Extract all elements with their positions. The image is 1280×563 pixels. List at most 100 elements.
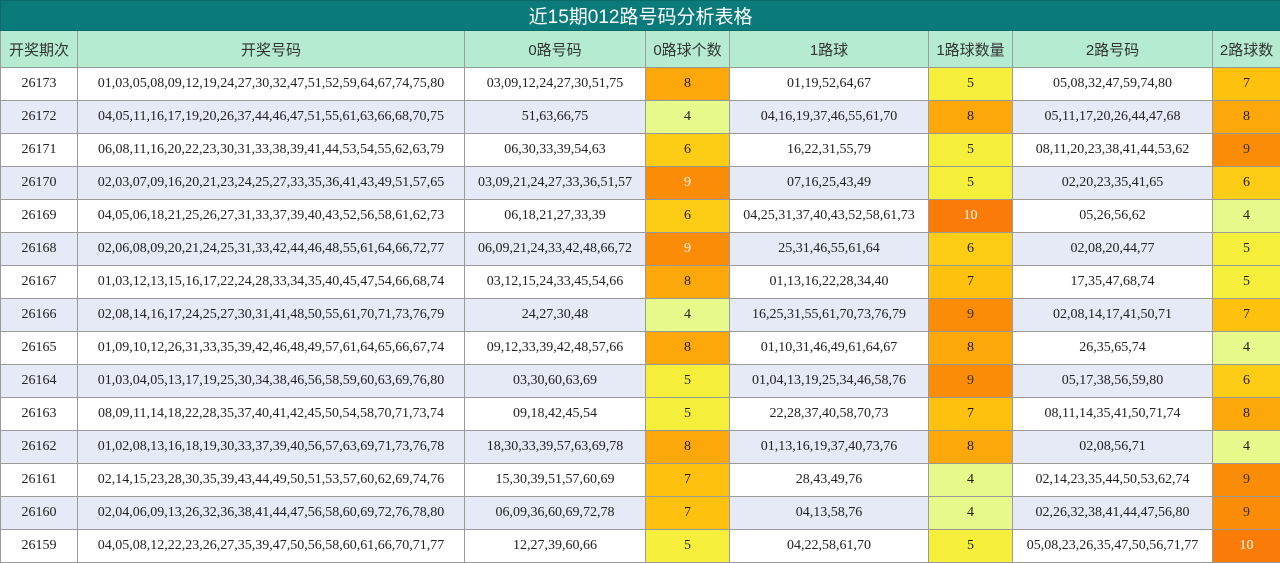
route1-count-cell: 4 — [929, 497, 1013, 530]
route2-count-cell: 5 — [1213, 266, 1280, 299]
period-cell: 26163 — [1, 398, 78, 431]
route2-numbers-cell: 02,20,23,35,41,65 — [1013, 167, 1213, 200]
route2-numbers-cell: 05,08,32,47,59,74,80 — [1013, 68, 1213, 101]
numbers-cell: 04,05,11,16,17,19,20,26,37,44,46,47,51,5… — [78, 101, 465, 134]
route1-count-cell: 7 — [929, 398, 1013, 431]
route2-numbers-cell: 08,11,14,35,41,50,71,74 — [1013, 398, 1213, 431]
route1-count-cell: 8 — [929, 101, 1013, 134]
numbers-cell: 02,06,08,09,20,21,24,25,31,33,42,44,46,4… — [78, 233, 465, 266]
col-header-numbers: 开奖号码 — [78, 31, 465, 68]
route1-numbers-cell: 28,43,49,76 — [730, 464, 929, 497]
route0-count-cell: 5 — [646, 530, 730, 563]
route1-numbers-cell: 01,04,13,19,25,34,46,58,76 — [730, 365, 929, 398]
route2-count-cell: 9 — [1213, 134, 1280, 167]
route0-count-cell: 6 — [646, 134, 730, 167]
numbers-cell: 06,08,11,16,20,22,23,30,31,33,38,39,41,4… — [78, 134, 465, 167]
table-title: 近15期012路号码分析表格 — [1, 1, 1280, 31]
route0-count-cell: 4 — [646, 299, 730, 332]
route0-numbers-cell: 15,30,39,51,57,60,69 — [465, 464, 646, 497]
route1-numbers-cell: 22,28,37,40,58,70,73 — [730, 398, 929, 431]
route0-numbers-cell: 06,30,33,39,54,63 — [465, 134, 646, 167]
period-cell: 26167 — [1, 266, 78, 299]
period-cell: 26159 — [1, 530, 78, 563]
numbers-cell: 04,05,08,12,22,23,26,27,35,39,47,50,56,5… — [78, 530, 465, 563]
route1-count-cell: 9 — [929, 299, 1013, 332]
route2-numbers-cell: 02,08,14,17,41,50,71 — [1013, 299, 1213, 332]
period-cell: 26168 — [1, 233, 78, 266]
route0-numbers-cell: 03,12,15,24,33,45,54,66 — [465, 266, 646, 299]
route1-count-cell: 6 — [929, 233, 1013, 266]
route0-count-cell: 5 — [646, 398, 730, 431]
route2-count-cell: 7 — [1213, 68, 1280, 101]
numbers-cell: 01,03,12,13,15,16,17,22,24,28,33,34,35,4… — [78, 266, 465, 299]
route0-count-cell: 6 — [646, 200, 730, 233]
route0-numbers-cell: 06,18,21,27,33,39 — [465, 200, 646, 233]
route2-count-cell: 8 — [1213, 101, 1280, 134]
route0-numbers-cell: 03,09,21,24,27,33,36,51,57 — [465, 167, 646, 200]
period-cell: 26173 — [1, 68, 78, 101]
route1-numbers-cell: 01,13,16,22,28,34,40 — [730, 266, 929, 299]
period-cell: 26171 — [1, 134, 78, 167]
route0-count-cell: 8 — [646, 431, 730, 464]
col-header-period: 开奖期次 — [1, 31, 78, 68]
route1-numbers-cell: 01,13,16,19,37,40,73,76 — [730, 431, 929, 464]
route2-count-cell: 6 — [1213, 365, 1280, 398]
col-header-route2-numbers: 2路号码 — [1013, 31, 1213, 68]
route0-numbers-cell: 06,09,21,24,33,42,48,66,72 — [465, 233, 646, 266]
route0-count-cell: 9 — [646, 233, 730, 266]
route0-count-cell: 8 — [646, 332, 730, 365]
route1-numbers-cell: 04,22,58,61,70 — [730, 530, 929, 563]
route2-count-cell: 4 — [1213, 200, 1280, 233]
route2-count-cell: 8 — [1213, 398, 1280, 431]
route2-numbers-cell: 05,08,23,26,35,47,50,56,71,77 — [1013, 530, 1213, 563]
route0-count-cell: 9 — [646, 167, 730, 200]
route2-numbers-cell: 02,08,20,44,77 — [1013, 233, 1213, 266]
route0-numbers-cell: 03,30,60,63,69 — [465, 365, 646, 398]
route1-numbers-cell: 07,16,25,43,49 — [730, 167, 929, 200]
period-cell: 26160 — [1, 497, 78, 530]
route2-numbers-cell: 08,11,20,23,38,41,44,53,62 — [1013, 134, 1213, 167]
route2-count-cell: 9 — [1213, 464, 1280, 497]
route2-count-cell: 9 — [1213, 497, 1280, 530]
route2-count-cell: 4 — [1213, 332, 1280, 365]
numbers-cell: 08,09,11,14,18,22,28,35,37,40,41,42,45,5… — [78, 398, 465, 431]
route2-count-cell: 5 — [1213, 233, 1280, 266]
route2-count-cell: 10 — [1213, 530, 1280, 563]
numbers-cell: 02,04,06,09,13,26,32,36,38,41,44,47,56,5… — [78, 497, 465, 530]
route0-numbers-cell: 09,12,33,39,42,48,57,66 — [465, 332, 646, 365]
numbers-cell: 02,08,14,16,17,24,25,27,30,31,41,48,50,5… — [78, 299, 465, 332]
period-cell: 26172 — [1, 101, 78, 134]
route0-count-cell: 7 — [646, 464, 730, 497]
route1-count-cell: 5 — [929, 68, 1013, 101]
route1-count-cell: 4 — [929, 464, 1013, 497]
route0-count-cell: 7 — [646, 497, 730, 530]
period-cell: 26166 — [1, 299, 78, 332]
route2-numbers-cell: 02,08,56,71 — [1013, 431, 1213, 464]
route1-numbers-cell: 04,16,19,37,46,55,61,70 — [730, 101, 929, 134]
route1-count-cell: 9 — [929, 365, 1013, 398]
period-cell: 26161 — [1, 464, 78, 497]
route2-numbers-cell: 05,17,38,56,59,80 — [1013, 365, 1213, 398]
col-header-route0-numbers: 0路号码 — [465, 31, 646, 68]
route1-count-cell: 8 — [929, 431, 1013, 464]
numbers-cell: 01,09,10,12,26,31,33,35,39,42,46,48,49,5… — [78, 332, 465, 365]
col-header-route1-numbers: 1路球 — [730, 31, 929, 68]
period-cell: 26169 — [1, 200, 78, 233]
route0-numbers-cell: 12,27,39,60,66 — [465, 530, 646, 563]
route0-numbers-cell: 24,27,30,48 — [465, 299, 646, 332]
period-cell: 26164 — [1, 365, 78, 398]
route2-count-cell: 7 — [1213, 299, 1280, 332]
route0-count-cell: 8 — [646, 68, 730, 101]
route1-count-cell: 7 — [929, 266, 1013, 299]
numbers-cell: 02,14,15,23,28,30,35,39,43,44,49,50,51,5… — [78, 464, 465, 497]
route0-count-cell: 5 — [646, 365, 730, 398]
